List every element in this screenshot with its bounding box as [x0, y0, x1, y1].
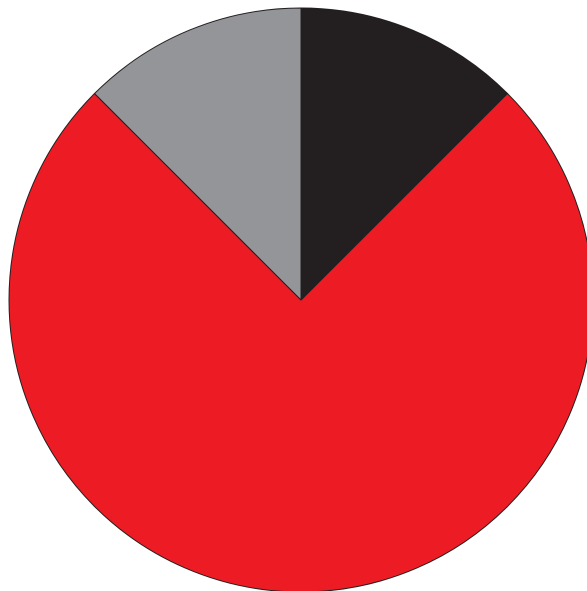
pie-slice-1 [300, 7, 508, 301]
pie-slices [8, 7, 587, 591]
pie-slice-2 [8, 93, 587, 591]
pie-slice-3 [94, 7, 302, 301]
